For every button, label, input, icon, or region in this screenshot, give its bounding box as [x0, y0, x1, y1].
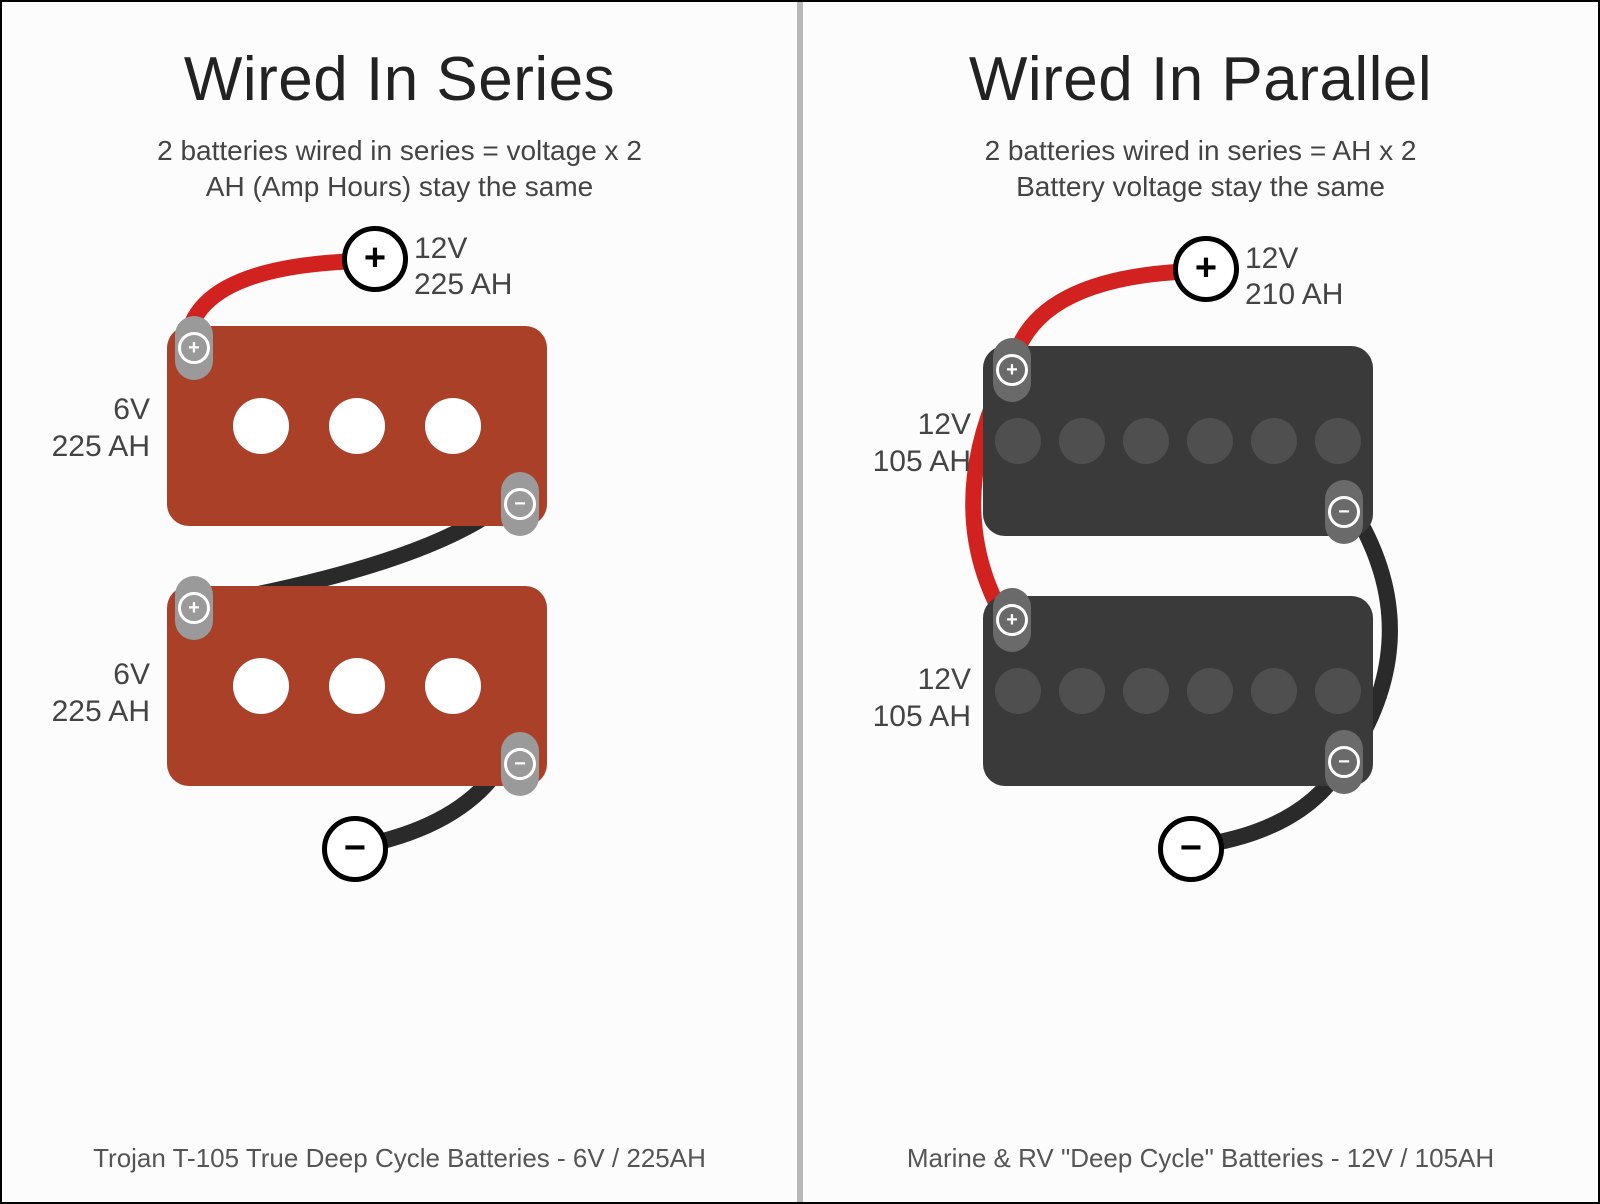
parallel-diagram: + 12V 210 AH + − 12V: [803, 226, 1598, 1046]
series-subtitle-line1: 2 batteries wired in series = voltage x …: [157, 135, 642, 166]
cell-dot: [1187, 668, 1233, 714]
cell-dot: [1059, 418, 1105, 464]
parallel-title: Wired In Parallel: [803, 44, 1598, 115]
parallel-battery2-ah: 105 AH: [873, 700, 971, 733]
series-battery1-ah: 225 AH: [52, 430, 150, 463]
series-battery1-label: 6V 225 AH: [30, 391, 150, 466]
battery-cell-dots: [233, 398, 481, 454]
plus-icon: +: [178, 592, 210, 624]
parallel-battery-2: + −: [983, 596, 1373, 786]
cell-dot: [1251, 418, 1297, 464]
series-battery2-voltage: 6V: [113, 658, 150, 691]
cell-dot: [233, 398, 289, 454]
plus-icon: +: [996, 604, 1028, 636]
parallel-output-label: 12V 210 AH: [1245, 241, 1343, 313]
parallel-battery1-ah: 105 AH: [873, 445, 971, 478]
cell-dot: [425, 398, 481, 454]
series-ext-minus-terminal: −: [322, 816, 388, 882]
minus-icon: −: [1328, 746, 1360, 778]
series-ext-plus-terminal: +: [342, 226, 408, 292]
cell-dot: [995, 668, 1041, 714]
battery-terminal-minus: −: [1325, 480, 1363, 544]
cell-dot: [1315, 418, 1361, 464]
parallel-subtitle-line1: 2 batteries wired in series = AH x 2: [985, 135, 1417, 166]
cell-dot: [1187, 418, 1233, 464]
plus-icon: +: [178, 332, 210, 364]
battery-terminal-plus: +: [175, 316, 213, 380]
battery-cell-dots: [995, 418, 1361, 464]
series-diagram: + 12V 225 AH + − 6V 225 AH: [2, 226, 797, 1046]
series-output-voltage: 12V: [414, 232, 467, 265]
parallel-output-voltage: 12V: [1245, 242, 1298, 275]
minus-icon: −: [504, 748, 536, 780]
cell-dot: [1123, 668, 1169, 714]
parallel-battery1-label: 12V 105 AH: [851, 406, 971, 481]
battery-cell-dots: [233, 658, 481, 714]
series-title: Wired In Series: [2, 44, 797, 115]
battery-terminal-minus: −: [1325, 730, 1363, 794]
parallel-battery2-voltage: 12V: [918, 663, 971, 696]
minus-icon: −: [1328, 496, 1360, 528]
plus-icon: +: [996, 354, 1028, 386]
battery-terminal-minus: −: [501, 732, 539, 796]
battery-cell-dots: [995, 668, 1361, 714]
series-battery-2: + −: [167, 586, 547, 786]
parallel-battery-1: + −: [983, 346, 1373, 536]
cell-dot: [1123, 418, 1169, 464]
series-footer: Trojan T-105 True Deep Cycle Batteries -…: [2, 1143, 797, 1174]
cell-dot: [329, 658, 385, 714]
series-battery1-voltage: 6V: [113, 393, 150, 426]
minus-icon: −: [504, 488, 536, 520]
cell-dot: [1315, 668, 1361, 714]
parallel-ext-plus-terminal: +: [1173, 236, 1239, 302]
cell-dot: [1251, 668, 1297, 714]
battery-terminal-minus: −: [501, 472, 539, 536]
parallel-subtitle-line2: Battery voltage stay the same: [1016, 171, 1385, 202]
series-subtitle: 2 batteries wired in series = voltage x …: [2, 133, 797, 206]
battery-terminal-plus: +: [993, 588, 1031, 652]
battery-terminal-plus: +: [175, 576, 213, 640]
battery-terminal-plus: +: [993, 338, 1031, 402]
panel-series: Wired In Series 2 batteries wired in ser…: [2, 2, 797, 1202]
plus-icon: +: [1195, 247, 1217, 290]
series-subtitle-line2: AH (Amp Hours) stay the same: [206, 171, 593, 202]
cell-dot: [425, 658, 481, 714]
parallel-output-ah: 210 AH: [1245, 278, 1343, 311]
minus-icon: −: [1180, 827, 1202, 870]
cell-dot: [233, 658, 289, 714]
series-battery2-label: 6V 225 AH: [30, 656, 150, 731]
parallel-battery2-label: 12V 105 AH: [851, 661, 971, 736]
parallel-subtitle: 2 batteries wired in series = AH x 2 Bat…: [803, 133, 1598, 206]
parallel-footer: Marine & RV "Deep Cycle" Batteries - 12V…: [803, 1143, 1598, 1174]
cell-dot: [995, 418, 1041, 464]
series-battery2-ah: 225 AH: [52, 695, 150, 728]
series-output-ah: 225 AH: [414, 268, 512, 301]
series-output-label: 12V 225 AH: [414, 231, 512, 303]
cell-dot: [1059, 668, 1105, 714]
parallel-battery1-voltage: 12V: [918, 408, 971, 441]
figure-frame: Wired In Series 2 batteries wired in ser…: [0, 0, 1600, 1204]
cell-dot: [329, 398, 385, 454]
parallel-ext-minus-terminal: −: [1158, 816, 1224, 882]
minus-icon: −: [344, 827, 366, 870]
plus-icon: +: [364, 237, 386, 280]
panel-parallel: Wired In Parallel 2 batteries wired in s…: [803, 2, 1598, 1202]
series-battery-1: + −: [167, 326, 547, 526]
